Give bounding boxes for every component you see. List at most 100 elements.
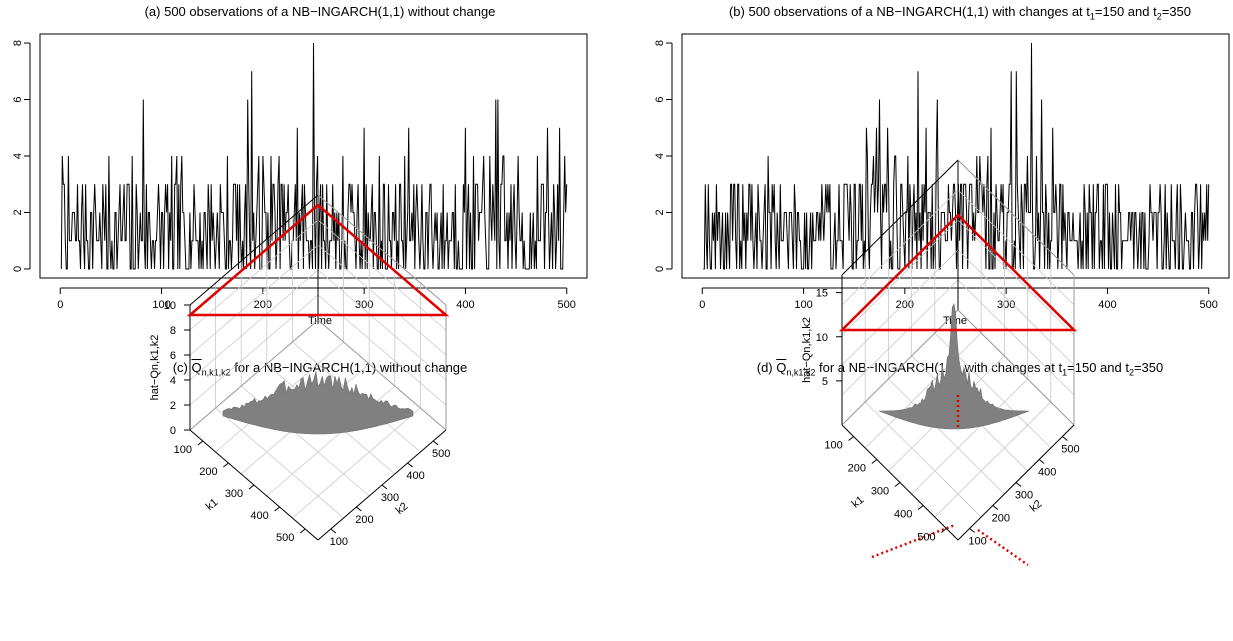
k2-tick-label-d: 200: [992, 513, 1010, 525]
k1-tick: [274, 506, 280, 512]
k1-tick-label-d: 500: [917, 532, 935, 544]
k1-tick: [871, 459, 878, 464]
k1-tick-label-c: 100: [174, 444, 192, 456]
k1-tick: [941, 528, 947, 533]
panel-d-title-mid2: =150 and t: [1067, 360, 1129, 375]
series-line-a: [60, 42, 568, 270]
k1-tick: [197, 440, 204, 446]
box-edge: [317, 319, 447, 431]
panel-d-title-sub1: 1: [1062, 367, 1068, 378]
k1-axis-label-d: k1: [850, 494, 867, 511]
k2-tick-label-c: 400: [406, 470, 424, 482]
y-tick-label-a: 6: [12, 96, 24, 102]
panel-d-title: (d) Qn,k1,k2 for a NB−INGARCH(1,1) with …: [680, 360, 1233, 378]
panel-b-title-mid: =150 and t: [1094, 4, 1157, 19]
k2-tick: [992, 505, 999, 510]
threshold-plane-c: [186, 203, 450, 317]
x-tick-label-b: 400: [1098, 299, 1116, 311]
series-line-b: [703, 42, 1210, 270]
grid-wall-line: [841, 249, 959, 366]
x-tick-label-a: 400: [456, 299, 474, 311]
k1-tick: [917, 505, 924, 510]
z-tick-label-c: 10: [164, 300, 176, 312]
k1-tick-label-d: 300: [871, 486, 889, 498]
panel-c-title: (c) Qn,k1,k2 for a NB−INGARCH(1,1) witho…: [60, 360, 580, 378]
surface-c: [222, 371, 414, 435]
grid-floor-line: [864, 401, 982, 518]
panel-b-title-prefix: (b) 500 observations of a NB−INGARCH(1,1…: [728, 4, 1090, 19]
x-tick-label-a: 200: [254, 299, 272, 311]
panel-d-title-q-sub: n,k1,k2: [786, 367, 816, 378]
grid-wall-line: [317, 244, 447, 356]
k1-tick-label-c: 400: [250, 510, 268, 522]
k1-tick-label-d: 200: [848, 463, 866, 475]
k2-tick-label-d: 300: [1015, 490, 1033, 502]
panel-c-title-prefix: (c): [172, 360, 192, 375]
y-tick-label-b: 6: [654, 96, 666, 102]
box-edge: [189, 194, 319, 306]
panel-b-title-sub2: 2: [1156, 11, 1162, 22]
k2-tick: [969, 528, 975, 533]
plot-frame-a: [39, 33, 588, 279]
k2-tick-label-d: 400: [1038, 467, 1056, 479]
x-tick-label-b: 100: [794, 299, 812, 311]
grid-floor-line: [934, 401, 1052, 518]
panel-b-title: (b) 500 observations of a NB−INGARCH(1,1…: [680, 4, 1233, 22]
k2-tick-label-c: 500: [432, 448, 450, 460]
panel-b-title-sub1: 1: [1089, 11, 1095, 22]
y-tick-label-b: 0: [654, 266, 666, 272]
x-tick-label-a: 300: [355, 299, 373, 311]
surface-d: [878, 302, 1030, 430]
z-axis-label-c: hat−Qn,k1,k2: [149, 335, 161, 401]
k2-tick: [1038, 459, 1045, 464]
panel-a-title: (a) 500 observations of a NB−INGARCH(1,1…: [144, 4, 496, 19]
y-tick-label-a: 0: [12, 266, 24, 272]
k2-tick-label-d: 500: [1061, 444, 1079, 456]
x-tick-label-b: 500: [1200, 299, 1218, 311]
persp-c: [184, 194, 450, 541]
grid-wall-line: [317, 269, 447, 381]
y-tick-label-a: 4: [12, 153, 24, 159]
grid-wall-line: [841, 189, 959, 306]
k1-axis-label-c: k1: [204, 496, 221, 513]
k2-tick: [1062, 436, 1068, 441]
threshold-plane-d: [838, 213, 1078, 332]
k2-tick: [356, 506, 362, 512]
y-tick-label-b: 2: [654, 209, 666, 215]
y-tick-label-a: 2: [12, 209, 24, 215]
x-tick-label-b: 200: [896, 299, 914, 311]
z-tick-label-d: 15: [816, 288, 828, 300]
grid-floor-line: [888, 378, 1005, 495]
k2-tick-label-c: 200: [355, 514, 373, 526]
k2-tick: [330, 528, 337, 534]
grid-floor-line: [911, 378, 1028, 495]
grid-wall-line: [189, 294, 319, 406]
x-tick-label-b: 300: [997, 299, 1015, 311]
k2-tick: [381, 484, 388, 490]
grid-wall-line: [957, 189, 1075, 306]
box-edge: [841, 159, 959, 276]
z-tick-label-d: 10: [816, 332, 828, 344]
grid-wall-line: [841, 279, 959, 396]
change-point-guide: [871, 523, 956, 559]
panel-d-title-prefix: (d): [756, 360, 777, 375]
z-tick-label-d: 5: [822, 376, 828, 388]
k2-tick: [407, 462, 413, 468]
k2-tick-label-d: 100: [968, 536, 986, 548]
grid-wall-line: [841, 219, 959, 336]
k1-tick-label-d: 400: [894, 509, 912, 521]
grid-floor-line: [215, 407, 344, 519]
grid-floor-line: [864, 332, 982, 449]
z-axis-label-d: hat−Qn,k1,k2: [801, 317, 813, 383]
panel-c-title-q: Q: [191, 360, 202, 375]
panel-d-title-q: Q: [776, 360, 787, 375]
k1-tick-label-c: 500: [276, 532, 294, 544]
change-point-guide: [977, 528, 1029, 567]
k2-tick: [432, 440, 439, 446]
z-tick-label-c: 4: [170, 375, 176, 387]
k2-tick-label-c: 300: [381, 492, 399, 504]
k1-tick-label-c: 300: [225, 488, 243, 500]
box-edge: [189, 319, 319, 431]
grid-wall-line: [317, 219, 447, 331]
